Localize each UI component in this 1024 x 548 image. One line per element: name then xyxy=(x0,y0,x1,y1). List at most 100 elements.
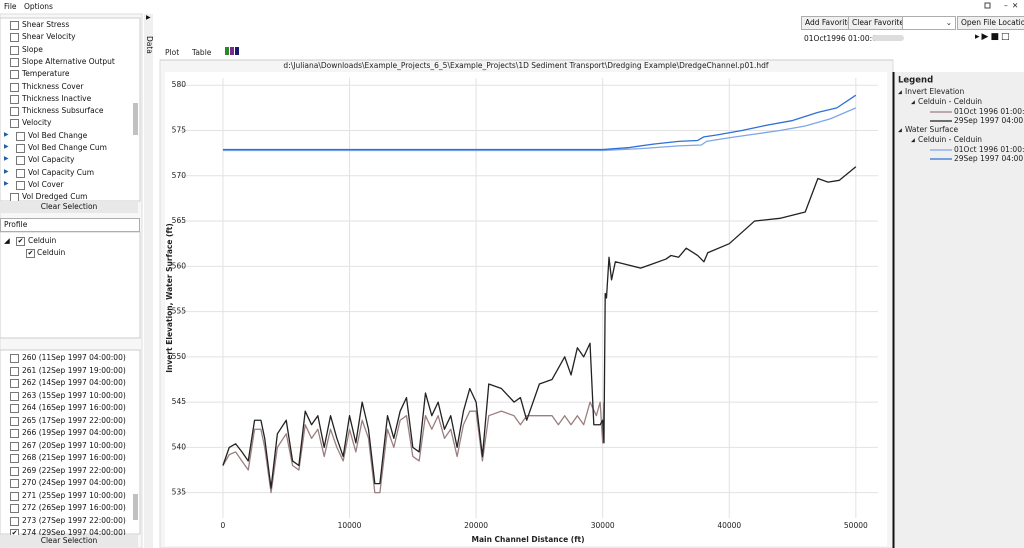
variable-item[interactable]: Vol Bed Change xyxy=(28,130,88,140)
tab-table[interactable]: Table xyxy=(191,48,212,57)
time-item[interactable]: 269 (22Sep 1997 22:00:00) xyxy=(22,465,126,475)
checkbox[interactable] xyxy=(10,454,19,463)
expander[interactable]: ▶ xyxy=(4,167,9,175)
checkbox[interactable]: ✔ xyxy=(16,237,25,246)
legend-expander: ◢ xyxy=(898,128,902,134)
checkbox[interactable] xyxy=(10,119,19,129)
time-item[interactable]: 262 (14Sep 1997 04:00:00) xyxy=(22,378,126,387)
legend-expander: ◢ xyxy=(911,138,915,144)
color-icon[interactable] xyxy=(225,47,229,55)
restore[interactable] xyxy=(984,2,991,9)
y-tick-label: 575 xyxy=(172,126,187,135)
checkbox[interactable] xyxy=(10,441,19,451)
expander[interactable]: ▶ xyxy=(4,143,9,150)
variable-item[interactable]: Vol Dredged Cum xyxy=(22,192,88,202)
time-item[interactable]: 274 (29Sep 1997 04:00:00) xyxy=(22,528,126,537)
playback-controls[interactable]: ▸▶■□ xyxy=(975,32,1012,42)
time-item[interactable]: 263 (15Sep 1997 10:00:00) xyxy=(22,390,126,400)
checkbox[interactable] xyxy=(10,404,19,413)
time-item[interactable]: 261 (12Sep 1997 19:00:00) xyxy=(22,365,126,375)
expander[interactable]: ▶ xyxy=(4,155,9,163)
checkbox[interactable] xyxy=(10,45,19,55)
checkbox[interactable] xyxy=(10,416,19,426)
clear-selection[interactable]: Clear Selection xyxy=(0,535,138,547)
checkbox[interactable] xyxy=(10,82,19,92)
time-item[interactable]: 265 (17Sep 1997 22:00:00) xyxy=(22,415,126,425)
checkbox[interactable] xyxy=(10,504,19,513)
favorites-dropdown[interactable]: ⌄ xyxy=(902,16,956,30)
variable-item[interactable]: Vol Capacity Cum xyxy=(28,167,95,177)
checkbox[interactable] xyxy=(10,354,19,363)
checkbox[interactable] xyxy=(10,21,19,30)
tree-expander: ◢ xyxy=(4,236,10,245)
x-tick-label: 30000 xyxy=(591,521,615,530)
variable-item[interactable]: Thickness Cover xyxy=(22,81,84,91)
time-item[interactable]: 272 (26Sep 1997 16:00:00) xyxy=(22,503,126,512)
legend-group: Invert Elevation xyxy=(905,87,965,96)
variable-item[interactable]: Shear Stress xyxy=(22,20,70,29)
expander[interactable]: ▶ xyxy=(4,179,9,187)
time-item[interactable]: 266 (19Sep 1997 04:00:00) xyxy=(22,428,126,437)
time-item[interactable]: 260 (11Sep 1997 04:00:00) xyxy=(22,353,126,362)
variable-item[interactable]: Shear Velocity xyxy=(22,32,76,42)
variable-item[interactable]: Temperature xyxy=(22,69,70,79)
variable-item[interactable]: Slope Alternative Output xyxy=(22,56,115,66)
checkbox[interactable] xyxy=(10,379,19,388)
variable-item[interactable]: Thickness Subsurface xyxy=(22,106,104,116)
clear-selection[interactable]: Clear Selection xyxy=(0,201,138,213)
close[interactable]: ✕ xyxy=(1012,1,1018,10)
toolbar-button[interactable]: Open File Location xyxy=(957,16,1024,30)
checkbox[interactable] xyxy=(16,156,25,166)
scrollbar-thumb[interactable] xyxy=(133,494,138,520)
tab-plot[interactable]: Plot xyxy=(165,48,179,57)
tree-item[interactable]: Celduin xyxy=(28,236,57,245)
variable-item[interactable]: Vol Capacity xyxy=(28,155,75,165)
checkbox[interactable] xyxy=(10,429,19,438)
checkbox[interactable] xyxy=(10,70,19,80)
checkbox[interactable] xyxy=(10,366,19,376)
time-item[interactable]: 268 (21Sep 1997 16:00:00) xyxy=(22,453,126,462)
checkbox[interactable] xyxy=(10,391,19,401)
x-tick-label: 40000 xyxy=(717,521,741,530)
variable-item[interactable]: Vol Cover xyxy=(28,179,64,189)
time-item[interactable]: 270 (24Sep 1997 04:00:00) xyxy=(22,478,126,487)
time-item[interactable]: 273 (27Sep 1997 22:00:00) xyxy=(22,515,126,525)
times-list-bg xyxy=(0,349,141,535)
minimize[interactable]: – xyxy=(1004,1,1008,10)
x-axis-label: Main Channel Distance (ft) xyxy=(472,535,585,544)
checkbox[interactable] xyxy=(10,479,19,488)
time-item[interactable]: 271 (25Sep 1997 10:00:00) xyxy=(22,490,126,500)
variable-item[interactable]: Vol Bed Change Cum xyxy=(28,143,107,152)
menu-item[interactable]: File xyxy=(4,2,17,11)
time-item[interactable]: 264 (16Sep 1997 16:00:00) xyxy=(22,403,126,412)
variable-item[interactable]: Velocity xyxy=(22,118,52,128)
checkbox[interactable]: ✔ xyxy=(26,249,35,258)
variable-item[interactable]: Thickness Inactive xyxy=(22,93,92,103)
time-slider[interactable] xyxy=(872,35,904,41)
color-icon[interactable] xyxy=(235,47,239,55)
tree-item[interactable]: Celduin xyxy=(37,248,66,257)
expander[interactable]: ▶ xyxy=(4,130,9,138)
variable-item[interactable]: Slope xyxy=(22,44,43,54)
scrollbar-thumb[interactable] xyxy=(133,103,138,135)
checkbox[interactable] xyxy=(10,491,19,501)
checkbox[interactable] xyxy=(10,466,19,476)
checkbox[interactable] xyxy=(10,516,19,526)
profile-tree-bg xyxy=(0,231,141,339)
checkbox[interactable] xyxy=(10,57,19,67)
checkbox[interactable] xyxy=(10,33,19,43)
y-tick-label: 570 xyxy=(172,171,187,180)
profile-dropdown[interactable]: Profile xyxy=(0,218,140,232)
checkbox[interactable] xyxy=(16,144,25,153)
menu-item[interactable]: Options xyxy=(24,2,53,11)
checkbox[interactable] xyxy=(16,180,25,190)
checkbox[interactable] xyxy=(10,107,19,117)
color-icon[interactable] xyxy=(230,47,234,55)
checkbox[interactable] xyxy=(10,94,19,104)
side-tab-label[interactable]: Data xyxy=(145,36,154,54)
checkbox[interactable] xyxy=(16,131,25,141)
side-tab[interactable]: ▶ xyxy=(146,14,151,21)
time-item[interactable]: 267 (20Sep 1997 10:00:00) xyxy=(22,440,126,450)
menu-bar-bg xyxy=(0,0,1024,14)
checkbox[interactable] xyxy=(16,168,25,178)
